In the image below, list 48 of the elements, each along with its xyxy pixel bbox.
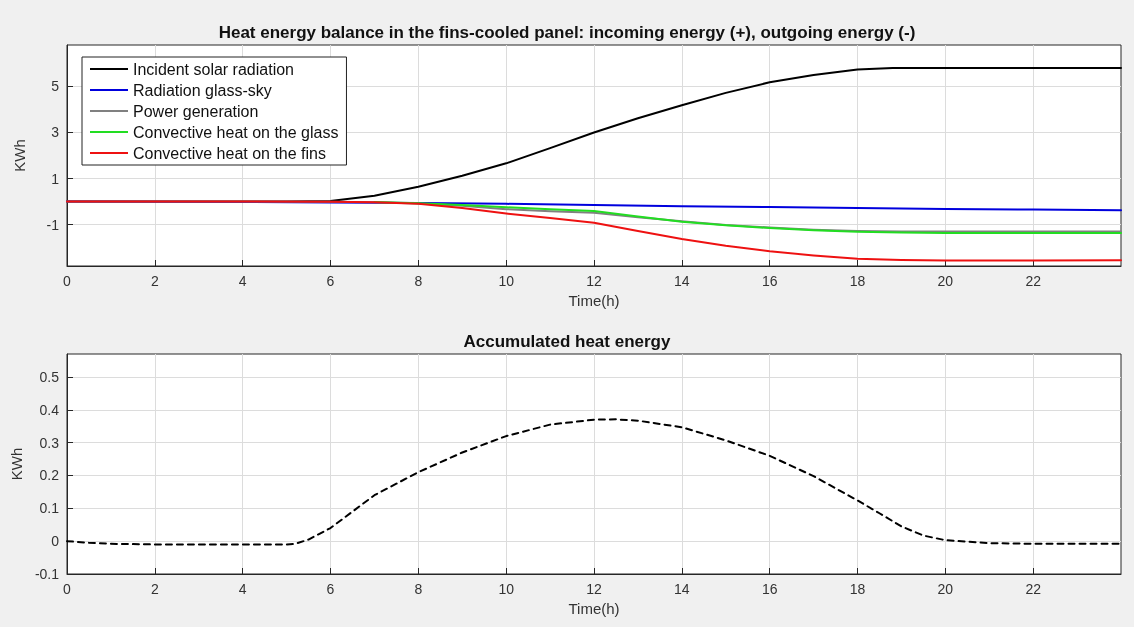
legend-label: Power generation [133, 102, 259, 120]
x-axis-title: Time(h) [568, 600, 620, 617]
x-tick-label: 4 [238, 581, 247, 597]
y-tick-label: -1 [46, 216, 60, 233]
x-tick-label: 16 [761, 273, 778, 289]
y-tick-label: 1 [51, 170, 60, 187]
x-tick-label: 0 [63, 581, 72, 597]
x-tick-label: 10 [498, 273, 515, 289]
x-tick-label: 2 [150, 581, 159, 597]
x-tick-label: 20 [937, 273, 954, 289]
y-tick-label: -0.1 [34, 566, 60, 582]
chart-title: Accumulated heat energy [463, 332, 671, 351]
chart-title: Heat energy balance in the fins-cooled panel: incoming energy (+), outgoing energy (-) [218, 23, 916, 42]
y-tick-label: 0.1 [39, 500, 60, 517]
y-tick-label: 0 [51, 533, 60, 550]
x-tick-label: 8 [414, 581, 423, 597]
x-tick-label: 12 [586, 581, 602, 597]
legend-label: Convective heat on the glass [133, 123, 339, 141]
y-tick-label: 0.5 [39, 368, 60, 385]
x-tick-label: 12 [586, 273, 602, 289]
y-axis-title: KWh [11, 139, 28, 172]
x-tick-label: 20 [937, 581, 954, 597]
x-tick-label: 18 [849, 273, 866, 289]
y-tick-label: 3 [51, 124, 60, 141]
x-tick-label: 0 [63, 273, 72, 289]
legend-label: Convective heat on the fins [133, 144, 327, 162]
line-series [66, 418, 1122, 546]
y-axis-title: KWh [7, 447, 25, 481]
x-tick-label: 4 [238, 273, 247, 289]
x-tick-label: 22 [1025, 273, 1042, 289]
x-tick-label: 6 [326, 581, 335, 597]
y-tick-label: 0.3 [39, 434, 60, 451]
x-tick-label: 6 [326, 273, 335, 289]
x-tick-label: 14 [674, 581, 690, 597]
line-series [66, 200, 1122, 262]
y-tick-label: 5 [51, 78, 60, 95]
x-tick-label: 18 [849, 581, 866, 597]
x-tick-label: 10 [498, 581, 515, 597]
x-tick-label: 22 [1025, 581, 1042, 597]
legend-label: Radiation glass-sky [133, 81, 272, 99]
legend-label: Incident solar radiation [133, 60, 294, 78]
y-tick-label: 0.4 [39, 401, 60, 418]
x-tick-label: 16 [761, 581, 778, 597]
x-tick-label: 8 [414, 273, 423, 289]
x-tick-label: 2 [150, 273, 159, 289]
x-axis-title: Time(h) [568, 292, 620, 309]
y-tick-label: 0.2 [39, 467, 60, 484]
x-tick-label: 14 [674, 273, 690, 289]
